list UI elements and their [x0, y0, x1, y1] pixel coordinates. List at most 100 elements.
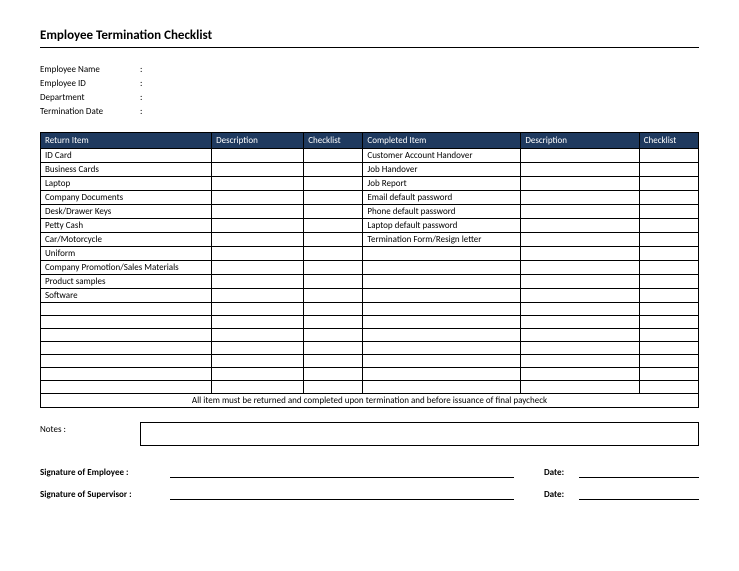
- date-supervisor-line[interactable]: [579, 486, 699, 500]
- cell[interactable]: [212, 381, 304, 394]
- completed-item-cell[interactable]: [363, 303, 521, 316]
- cell[interactable]: [639, 275, 698, 289]
- cell[interactable]: [639, 163, 698, 177]
- completed-item-cell[interactable]: Phone default password: [363, 205, 521, 219]
- cell[interactable]: [639, 247, 698, 261]
- cell[interactable]: [521, 368, 639, 381]
- return-item-cell[interactable]: [41, 368, 212, 381]
- cell[interactable]: [639, 177, 698, 191]
- return-item-cell[interactable]: [41, 355, 212, 368]
- completed-item-cell[interactable]: Termination Form/Resign letter: [363, 233, 521, 247]
- return-item-cell[interactable]: Software: [41, 289, 212, 303]
- cell[interactable]: [304, 177, 363, 191]
- cell[interactable]: [212, 163, 304, 177]
- cell[interactable]: [521, 205, 639, 219]
- cell[interactable]: [304, 275, 363, 289]
- completed-item-cell[interactable]: Customer Account Handover: [363, 149, 521, 163]
- cell[interactable]: [212, 368, 304, 381]
- cell[interactable]: [304, 247, 363, 261]
- cell[interactable]: [212, 261, 304, 275]
- cell[interactable]: [304, 355, 363, 368]
- return-item-cell[interactable]: [41, 316, 212, 329]
- cell[interactable]: [304, 316, 363, 329]
- cell[interactable]: [304, 149, 363, 163]
- cell[interactable]: [212, 303, 304, 316]
- cell[interactable]: [304, 289, 363, 303]
- return-item-cell[interactable]: Car/Motorcycle: [41, 233, 212, 247]
- cell[interactable]: [639, 303, 698, 316]
- cell[interactable]: [639, 368, 698, 381]
- cell[interactable]: [212, 149, 304, 163]
- completed-item-cell[interactable]: Email default password: [363, 191, 521, 205]
- completed-item-cell[interactable]: [363, 342, 521, 355]
- return-item-cell[interactable]: [41, 342, 212, 355]
- cell[interactable]: [521, 247, 639, 261]
- cell[interactable]: [639, 233, 698, 247]
- completed-item-cell[interactable]: [363, 355, 521, 368]
- return-item-cell[interactable]: Company Documents: [41, 191, 212, 205]
- cell[interactable]: [639, 355, 698, 368]
- cell[interactable]: [639, 205, 698, 219]
- cell[interactable]: [521, 177, 639, 191]
- cell[interactable]: [304, 329, 363, 342]
- cell[interactable]: [521, 289, 639, 303]
- cell[interactable]: [212, 247, 304, 261]
- cell[interactable]: [304, 381, 363, 394]
- cell[interactable]: [521, 219, 639, 233]
- cell[interactable]: [212, 191, 304, 205]
- notes-input[interactable]: [140, 422, 699, 446]
- cell[interactable]: [521, 303, 639, 316]
- sig-employee-line[interactable]: [170, 464, 514, 478]
- completed-item-cell[interactable]: [363, 329, 521, 342]
- return-item-cell[interactable]: Desk/Drawer Keys: [41, 205, 212, 219]
- cell[interactable]: [639, 219, 698, 233]
- cell[interactable]: [521, 342, 639, 355]
- cell[interactable]: [521, 233, 639, 247]
- cell[interactable]: [521, 191, 639, 205]
- cell[interactable]: [521, 275, 639, 289]
- cell[interactable]: [304, 191, 363, 205]
- cell[interactable]: [521, 381, 639, 394]
- cell[interactable]: [639, 261, 698, 275]
- sig-supervisor-line[interactable]: [170, 486, 514, 500]
- cell[interactable]: [521, 163, 639, 177]
- return-item-cell[interactable]: [41, 329, 212, 342]
- cell[interactable]: [639, 149, 698, 163]
- cell[interactable]: [212, 205, 304, 219]
- cell[interactable]: [212, 342, 304, 355]
- cell[interactable]: [212, 177, 304, 191]
- cell[interactable]: [304, 342, 363, 355]
- completed-item-cell[interactable]: Job Handover: [363, 163, 521, 177]
- cell[interactable]: [521, 261, 639, 275]
- completed-item-cell[interactable]: [363, 381, 521, 394]
- cell[interactable]: [212, 316, 304, 329]
- completed-item-cell[interactable]: [363, 316, 521, 329]
- cell[interactable]: [304, 163, 363, 177]
- cell[interactable]: [639, 329, 698, 342]
- cell[interactable]: [304, 233, 363, 247]
- cell[interactable]: [304, 368, 363, 381]
- cell[interactable]: [521, 149, 639, 163]
- cell[interactable]: [212, 219, 304, 233]
- date-employee-line[interactable]: [579, 464, 699, 478]
- cell[interactable]: [304, 205, 363, 219]
- cell[interactable]: [639, 191, 698, 205]
- cell[interactable]: [212, 355, 304, 368]
- completed-item-cell[interactable]: Job Report: [363, 177, 521, 191]
- cell[interactable]: [304, 219, 363, 233]
- return-item-cell[interactable]: Company Promotion/Sales Materials: [41, 261, 212, 275]
- cell[interactable]: [639, 316, 698, 329]
- return-item-cell[interactable]: Petty Cash: [41, 219, 212, 233]
- cell[interactable]: [304, 261, 363, 275]
- cell[interactable]: [212, 289, 304, 303]
- cell[interactable]: [639, 289, 698, 303]
- cell[interactable]: [521, 329, 639, 342]
- cell[interactable]: [212, 233, 304, 247]
- cell[interactable]: [212, 275, 304, 289]
- return-item-cell[interactable]: Product samples: [41, 275, 212, 289]
- cell[interactable]: [521, 316, 639, 329]
- completed-item-cell[interactable]: [363, 261, 521, 275]
- return-item-cell[interactable]: ID Card: [41, 149, 212, 163]
- completed-item-cell[interactable]: [363, 247, 521, 261]
- return-item-cell[interactable]: Laptop: [41, 177, 212, 191]
